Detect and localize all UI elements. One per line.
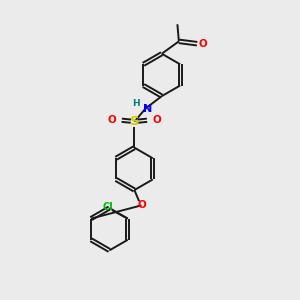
- Text: O: O: [108, 115, 117, 125]
- Text: S: S: [130, 115, 139, 128]
- Text: Cl: Cl: [102, 202, 113, 212]
- Text: H: H: [132, 99, 140, 108]
- Text: O: O: [152, 115, 161, 125]
- Text: N: N: [143, 104, 152, 114]
- Text: O: O: [137, 200, 146, 210]
- Text: O: O: [198, 39, 207, 49]
